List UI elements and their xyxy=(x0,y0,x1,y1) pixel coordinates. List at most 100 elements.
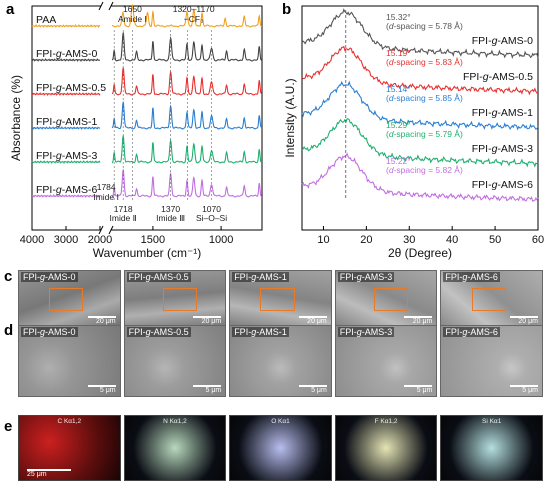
zoom-region-box xyxy=(374,287,409,312)
label-part: AMS-0 xyxy=(501,35,533,47)
scale-bar: 5 μm xyxy=(87,385,116,394)
series-label: FPI-g-AMS-0 xyxy=(472,35,533,47)
scale-bar: 5 μm xyxy=(509,385,538,394)
label-italic: g xyxy=(56,48,62,60)
zoom-region-box xyxy=(260,287,295,312)
peak-annotation: 1650 xyxy=(123,4,142,14)
series-line-5 xyxy=(111,168,262,198)
label-part: FPI xyxy=(472,179,488,191)
scale-bar: 20 μm xyxy=(404,316,433,325)
label-part: - xyxy=(488,179,492,191)
series-label: FPI-g-AMS-6 xyxy=(472,179,533,191)
label-part: PAA xyxy=(36,14,56,26)
label-italic: d xyxy=(389,165,394,175)
label-part: AMS-1 xyxy=(501,107,533,119)
break-slash xyxy=(98,225,104,235)
label-part: -spacing = 5.79 Å) xyxy=(394,129,463,139)
series-line-0 xyxy=(111,3,263,28)
x-tick-label: 4000 xyxy=(20,234,44,246)
series-line-3 xyxy=(301,118,539,168)
peak-value: 15.32° xyxy=(386,12,411,22)
x-tick-label: 1500 xyxy=(141,234,165,246)
sem-image-d: FPI-g-AMS-0 5 μm xyxy=(18,325,121,397)
label-italic: g xyxy=(483,71,489,83)
label-part: FPI xyxy=(36,116,52,128)
label-italic: g xyxy=(492,143,498,155)
label-part: - xyxy=(488,143,492,155)
plot-frame-a xyxy=(31,5,263,231)
peak-annotation: Si–O–Si xyxy=(196,213,227,223)
y-axis-label: Intensity (A.U.) xyxy=(283,78,297,157)
label-part: AMS-3 xyxy=(65,150,97,162)
x-tick-label: 1000 xyxy=(209,234,233,246)
panel-label-d: d xyxy=(4,322,14,339)
label-part: FPI xyxy=(472,107,488,119)
label-italic: g xyxy=(56,184,62,196)
d-spacing: (d-spacing = 5.85 Å) xyxy=(386,93,463,103)
axis-break-top xyxy=(101,4,111,9)
label-part: ( xyxy=(386,129,389,139)
label-part: - xyxy=(52,48,56,60)
label-part: AMS-3 xyxy=(501,143,533,155)
sem-image-c: FPI-g-AMS-0.5 20 μm xyxy=(123,270,227,328)
label-part: - xyxy=(52,150,56,162)
panel-label-e: e xyxy=(4,418,13,435)
label-part: - xyxy=(62,82,66,94)
label-part: - xyxy=(62,116,66,128)
panel-label-a: a xyxy=(6,1,15,18)
eds-map: O Kα1 xyxy=(229,415,332,481)
label-italic: g xyxy=(492,179,498,191)
sample-label: FPI-g-AMS-0 xyxy=(21,272,78,282)
label-part: ( xyxy=(386,21,389,31)
series-label: FPI-g-AMS-6 xyxy=(36,184,97,196)
label-italic: d xyxy=(389,57,394,67)
zoom-region-box xyxy=(471,287,506,312)
label-part: FPI xyxy=(463,71,479,83)
label-part: FPI xyxy=(36,48,52,60)
series-line-2 xyxy=(31,92,101,96)
label-part: AMS-0 xyxy=(65,48,97,60)
x-axis-label: 2θ (Degree) xyxy=(388,246,452,260)
scale-bar: 20 μm xyxy=(193,316,222,325)
sample-label: FPI-g-AMS-6 xyxy=(443,327,500,337)
series-line-1 xyxy=(111,31,263,62)
scale-bar: 20 μm xyxy=(87,316,116,325)
peak-annotation: 1070 xyxy=(202,204,221,214)
series-line-5 xyxy=(32,194,101,199)
peak-annotation: 1718 xyxy=(114,204,133,214)
sem-image-d: FPI-g-AMS-6 5 μm xyxy=(440,325,543,397)
scale-bar: 20 μm xyxy=(298,316,327,325)
xrd-chart: b 10 20 30 40 50 60 2θ (Degree) Intensity (A.U.)… xyxy=(282,1,544,260)
sample-label: FPI-g-AMS-1 xyxy=(232,327,289,337)
label-part: - xyxy=(62,184,66,196)
label-part: FPI xyxy=(472,143,488,155)
series-line-4 xyxy=(111,134,263,164)
x-tick-label: 10 xyxy=(317,234,329,246)
label-part: FPI xyxy=(36,184,52,196)
axis-break-bottom xyxy=(101,227,111,233)
series-line-3 xyxy=(32,126,101,131)
label-part: - xyxy=(52,116,56,128)
peak-value: 15.19° xyxy=(386,48,411,58)
peak-annotation: 1370 xyxy=(161,204,180,214)
label-part: -spacing = 5.85 Å) xyxy=(394,93,463,103)
label-part: - xyxy=(497,179,501,191)
sem-row-d: FPI-g-AMS-0 5 μm FPI-g-AMS-0.5 5 μm FPI-g-AM… xyxy=(18,325,543,397)
series-line-2 xyxy=(301,80,539,131)
series-label: FPI-g-AMS-1 xyxy=(472,107,533,119)
sem-image-c: FPI-g-AMS-6 20 μm xyxy=(440,270,543,328)
sample-label: FPI-g-AMS-0.5 xyxy=(126,327,191,337)
label-part: FPI xyxy=(472,35,488,47)
label-part: - xyxy=(62,48,66,60)
series-line-2 xyxy=(112,66,263,96)
peak-value: 15.14° xyxy=(386,84,411,94)
peak-annotation: 1784 xyxy=(97,182,116,192)
sample-label: FPI-g-AMS-3 xyxy=(337,272,395,282)
sample-label: FPI-g-AMS-1 xyxy=(232,272,289,282)
label-part: - xyxy=(488,35,492,47)
eds-map: N Kα1,2 xyxy=(123,415,227,481)
series-line-1 xyxy=(301,45,539,96)
label-part: ( xyxy=(386,165,389,175)
x-tick-label: 20 xyxy=(360,234,372,246)
label-part: AMS-0.5 xyxy=(65,82,106,94)
